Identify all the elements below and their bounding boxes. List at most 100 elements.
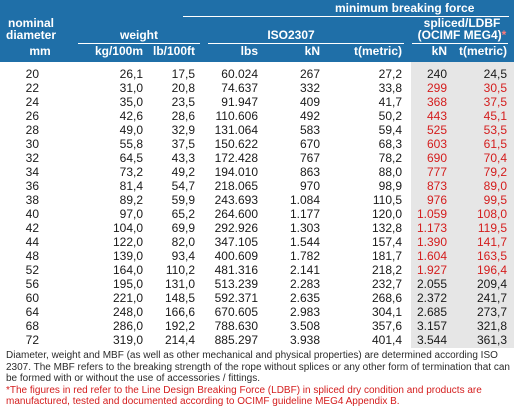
cell-iso-lbs: 481.316 bbox=[214, 263, 258, 277]
footer-notes: Diameter, weight and MBF (as well as oth… bbox=[6, 350, 510, 408]
cell-spliced-tmetric: 45,1 bbox=[483, 109, 507, 123]
cell-iso-kn: 2.283 bbox=[289, 277, 320, 291]
header-spliced-line1: spliced/LDBF bbox=[424, 17, 501, 30]
cell-spliced-kn: 777 bbox=[426, 165, 447, 179]
cell-iso-tmetric: 401,4 bbox=[371, 333, 402, 347]
table-row: 52 164,0 110,2 481.316 2.141 218,2 1.927 196,4 bbox=[0, 263, 514, 277]
header-weight-underline bbox=[78, 43, 200, 44]
cell-diameter-mm: 24 bbox=[25, 95, 39, 109]
cell-weight-lb: 93,4 bbox=[171, 249, 195, 263]
cell-iso-kn: 1.177 bbox=[289, 207, 320, 221]
cell-spliced-tmetric: 99,5 bbox=[483, 193, 507, 207]
cell-weight-kg: 89,2 bbox=[119, 193, 143, 207]
cell-diameter-mm: 68 bbox=[25, 319, 39, 333]
cell-diameter-mm: 60 bbox=[25, 291, 39, 305]
cell-iso-tmetric: 132,8 bbox=[371, 221, 402, 235]
cell-spliced-kn: 368 bbox=[426, 95, 447, 109]
table-row: 68 286,0 192,2 788.630 3.508 357,6 3.157 321,8 bbox=[0, 319, 514, 333]
cell-weight-kg: 35,0 bbox=[119, 95, 143, 109]
header-col-mm: mm bbox=[29, 44, 51, 58]
cell-iso-lbs: 788.630 bbox=[214, 319, 258, 333]
cell-iso-lbs: 513.239 bbox=[214, 277, 258, 291]
cell-weight-lb: 28,6 bbox=[171, 109, 195, 123]
cell-spliced-kn: 690 bbox=[426, 151, 447, 165]
cell-iso-lbs: 194.010 bbox=[214, 165, 258, 179]
cell-weight-lb: 65,2 bbox=[171, 207, 195, 221]
cell-diameter-mm: 72 bbox=[25, 333, 39, 347]
cell-spliced-kn: 3.544 bbox=[416, 333, 447, 347]
cell-diameter-mm: 40 bbox=[25, 207, 39, 221]
cell-iso-kn: 1.782 bbox=[289, 249, 320, 263]
cell-spliced-kn: 2.055 bbox=[416, 277, 447, 291]
cell-weight-lb: 192,2 bbox=[164, 319, 195, 333]
cell-iso-tmetric: 98,9 bbox=[378, 179, 402, 193]
cell-weight-lb: 148,5 bbox=[164, 291, 195, 305]
cell-spliced-kn: 976 bbox=[426, 193, 447, 207]
cell-iso-lbs: 885.297 bbox=[214, 333, 258, 347]
cell-iso-kn: 1.084 bbox=[289, 193, 320, 207]
table-row: 42 104,0 69,9 292.926 1.303 132,8 1.173 119,5 bbox=[0, 221, 514, 235]
table-row: 64 248,0 166,6 670.605 2.983 304,1 2.685 273,7 bbox=[0, 305, 514, 319]
header-spliced-underline bbox=[412, 43, 508, 44]
cell-spliced-tmetric: 119,5 bbox=[477, 221, 507, 235]
header-nominal: nominal bbox=[7, 16, 55, 30]
cell-weight-kg: 31,0 bbox=[119, 81, 143, 95]
cell-weight-lb: 110,2 bbox=[165, 263, 195, 277]
cell-weight-kg: 286,0 bbox=[112, 319, 143, 333]
table-row: 72 319,0 214,4 885.297 3.938 401,4 3.544 361,3 bbox=[0, 333, 514, 347]
header-group-mbf: minimum breaking force bbox=[335, 1, 475, 15]
cell-weight-lb: 32,9 bbox=[171, 123, 195, 137]
ldbf-shaded-band bbox=[411, 62, 514, 348]
cell-iso-lbs: 347.105 bbox=[214, 235, 258, 249]
header-col-lb: lb/100ft bbox=[152, 44, 195, 58]
cell-iso-tmetric: 357,6 bbox=[371, 319, 402, 333]
cell-iso-tmetric: 304,1 bbox=[371, 305, 402, 319]
cell-weight-lb: 59,9 bbox=[171, 193, 195, 207]
cell-iso-kn: 332 bbox=[299, 81, 320, 95]
cell-spliced-kn: 240 bbox=[426, 67, 447, 81]
cell-spliced-kn: 2.685 bbox=[416, 305, 447, 319]
cell-weight-kg: 64,5 bbox=[119, 151, 143, 165]
cell-spliced-tmetric: 53,5 bbox=[483, 123, 507, 137]
cell-iso-lbs: 218.065 bbox=[214, 179, 258, 193]
cell-spliced-tmetric: 89,0 bbox=[483, 179, 507, 193]
table-row: 36 81,4 54,7 218.065 970 98,9 873 89,0 bbox=[0, 179, 514, 193]
header-col-spliced-t: t(metric) bbox=[458, 44, 507, 58]
cell-iso-tmetric: 157,4 bbox=[371, 235, 402, 249]
cell-iso-tmetric: 88,0 bbox=[378, 165, 402, 179]
cell-spliced-tmetric: 141,7 bbox=[476, 235, 507, 249]
table-row: 56 195,0 131,0 513.239 2.283 232,7 2.055 209,4 bbox=[0, 277, 514, 291]
cell-weight-lb: 20,8 bbox=[171, 81, 195, 95]
cell-diameter-mm: 44 bbox=[25, 235, 39, 249]
table-row: 44 122,0 82,0 347.105 1.544 157,4 1.390 141,7 bbox=[0, 235, 514, 249]
header-col-kg: kg/100m bbox=[94, 44, 143, 58]
header-group-weight: weight bbox=[120, 28, 158, 42]
header-spliced-line2: (OCIMF MEG4)* bbox=[418, 29, 507, 42]
cell-weight-kg: 319,0 bbox=[112, 333, 143, 347]
cell-diameter-mm: 20 bbox=[25, 67, 39, 81]
cell-weight-lb: 214,4 bbox=[164, 333, 195, 347]
header-col-kn: kN bbox=[304, 44, 320, 58]
cell-iso-kn: 1.303 bbox=[289, 221, 320, 235]
cell-weight-lb: 17,5 bbox=[171, 67, 195, 81]
cell-diameter-mm: 38 bbox=[25, 193, 39, 207]
table-row: 40 97,0 65,2 264.600 1.177 120,0 1.059 108,0 bbox=[0, 207, 514, 221]
table-row: 48 139,0 93,4 400.609 1.782 181,7 1.604 163,5 bbox=[0, 249, 514, 263]
table-row: 34 73,2 49,2 194.010 863 88,0 777 79,2 bbox=[0, 165, 514, 179]
cell-iso-tmetric: 50,2 bbox=[378, 109, 402, 123]
cell-iso-kn: 583 bbox=[299, 123, 320, 137]
cell-weight-kg: 104,0 bbox=[112, 221, 143, 235]
cell-iso-lbs: 150.622 bbox=[214, 137, 258, 151]
cell-iso-tmetric: 33,8 bbox=[378, 81, 402, 95]
cell-iso-tmetric: 120,0 bbox=[371, 207, 402, 221]
table-row: 38 89,2 59,9 243.693 1.084 110,5 976 99,5 bbox=[0, 193, 514, 207]
cell-spliced-tmetric: 321,8 bbox=[476, 319, 507, 333]
footer-note-iso: Diameter, weight and MBF (as well as oth… bbox=[6, 350, 510, 384]
cell-iso-lbs: 172.428 bbox=[214, 151, 258, 165]
cell-diameter-mm: 56 bbox=[25, 277, 39, 291]
cell-spliced-kn: 2.372 bbox=[416, 291, 447, 305]
cell-weight-lb: 49,2 bbox=[171, 165, 195, 179]
cell-weight-lb: 131,0 bbox=[164, 277, 195, 291]
cell-diameter-mm: 26 bbox=[25, 109, 39, 123]
header-diameter: diameter bbox=[5, 28, 57, 42]
